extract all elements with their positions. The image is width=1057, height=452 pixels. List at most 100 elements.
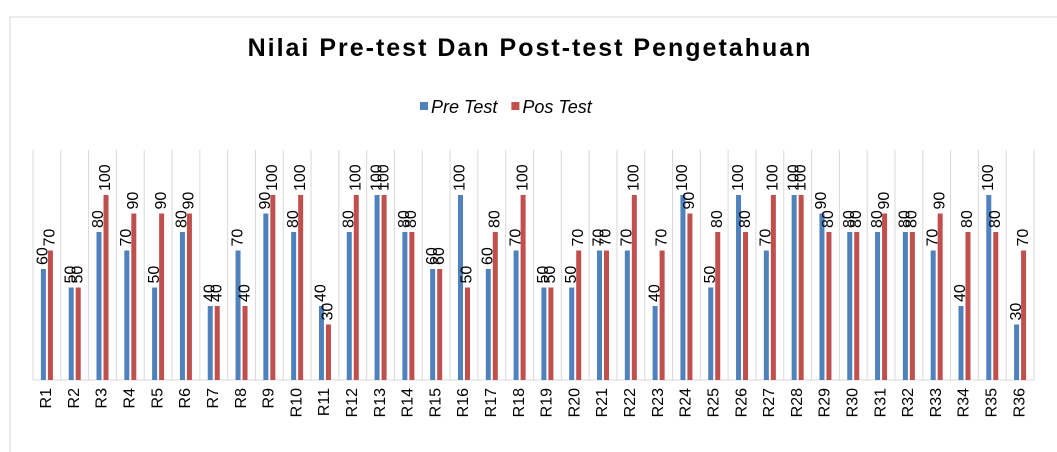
data-label: 80 <box>90 210 107 228</box>
data-label: 80 <box>403 210 420 228</box>
x-tick-label: R13 <box>372 388 389 417</box>
bar <box>430 269 436 380</box>
data-label: 50 <box>459 266 476 284</box>
bar <box>659 250 665 380</box>
bar <box>520 195 526 380</box>
data-label: 80 <box>396 210 413 228</box>
data-label: 70 <box>591 229 608 247</box>
data-label: 80 <box>340 210 357 228</box>
x-tick-label: R27 <box>761 388 778 417</box>
data-label: 70 <box>1015 229 1032 247</box>
data-label: 100 <box>626 164 643 191</box>
bar <box>235 250 241 380</box>
data-label: 40 <box>236 284 253 302</box>
bar <box>541 287 547 380</box>
x-tick-label: R20 <box>566 388 583 417</box>
x-tick-label: R22 <box>622 388 639 417</box>
bar <box>597 250 603 380</box>
bar <box>958 306 964 380</box>
chart-title: Nilai Pre-test Dan Post-test Pengetahuan <box>248 34 813 62</box>
data-label: 100 <box>264 164 281 191</box>
bar <box>457 195 463 380</box>
data-label: 50 <box>702 266 719 284</box>
bar <box>124 250 130 380</box>
bar <box>485 269 491 380</box>
data-label: 80 <box>869 210 886 228</box>
data-label: 70 <box>570 229 587 247</box>
bar <box>152 287 158 380</box>
bar <box>242 306 248 380</box>
x-tick-label: R9 <box>261 388 278 409</box>
data-label: 70 <box>598 229 615 247</box>
legend-swatch <box>420 102 428 110</box>
bar <box>325 324 331 380</box>
data-label: 80 <box>959 210 976 228</box>
bar <box>1021 250 1027 380</box>
bar <box>96 232 102 380</box>
bar <box>631 195 637 380</box>
bar <box>770 195 776 380</box>
data-label: 60 <box>424 247 441 265</box>
data-label: 70 <box>924 229 941 247</box>
bar <box>909 232 915 380</box>
x-tick-label: R32 <box>900 388 917 417</box>
data-label: 80 <box>904 210 921 228</box>
data-label: 100 <box>674 164 691 191</box>
bar <box>179 232 185 380</box>
bar <box>214 306 220 380</box>
x-tick-label: R16 <box>455 388 472 417</box>
data-label: 60 <box>431 247 448 265</box>
bar <box>464 287 470 380</box>
data-label: 100 <box>792 164 809 191</box>
data-label: 70 <box>507 229 524 247</box>
x-tick-label: R24 <box>678 388 695 417</box>
x-tick-label: R34 <box>956 388 973 417</box>
bar <box>318 306 324 380</box>
data-label: 60 <box>480 247 497 265</box>
bar <box>291 232 297 380</box>
x-tick-label: R33 <box>928 388 945 417</box>
x-tick-label: R7 <box>205 388 222 409</box>
bar <box>159 213 165 380</box>
data-label: 70 <box>619 229 636 247</box>
bar <box>826 232 832 380</box>
data-label: 40 <box>208 284 225 302</box>
bar <box>652 306 658 380</box>
data-label: 80 <box>848 210 865 228</box>
bar <box>736 195 742 380</box>
x-tick-label: R29 <box>817 388 834 417</box>
bar <box>103 195 109 380</box>
bar <box>270 195 276 380</box>
data-label: 100 <box>347 164 364 191</box>
data-label: 100 <box>97 164 114 191</box>
legend-label: Pre Test <box>431 97 498 117</box>
x-tick-label: R3 <box>94 388 111 409</box>
bar <box>513 250 519 380</box>
data-label: 90 <box>681 192 698 210</box>
x-tick-label: R5 <box>149 388 166 409</box>
bar <box>624 250 630 380</box>
x-tick-label: R15 <box>427 388 444 417</box>
x-tick-label: R14 <box>400 388 417 417</box>
data-label: 70 <box>758 229 775 247</box>
x-tick-label: R18 <box>511 388 528 417</box>
bar <box>875 232 881 380</box>
x-tick-label: R10 <box>288 388 305 417</box>
data-label: 50 <box>69 266 86 284</box>
data-label: 80 <box>820 210 837 228</box>
bar <box>402 232 408 380</box>
bar <box>604 250 610 380</box>
x-tick-label: R4 <box>122 388 139 409</box>
data-label: 50 <box>146 266 163 284</box>
data-label: 40 <box>201 284 218 302</box>
data-label: 80 <box>737 210 754 228</box>
legend-label: Pos Test <box>522 97 592 117</box>
data-label: 100 <box>452 164 469 191</box>
x-tick-label: R35 <box>984 388 1001 417</box>
data-label: 80 <box>897 210 914 228</box>
data-label: 100 <box>375 164 392 191</box>
x-tick-label: R1 <box>38 388 55 409</box>
data-label: 90 <box>153 192 170 210</box>
bar <box>409 232 415 380</box>
bar <box>207 306 213 380</box>
